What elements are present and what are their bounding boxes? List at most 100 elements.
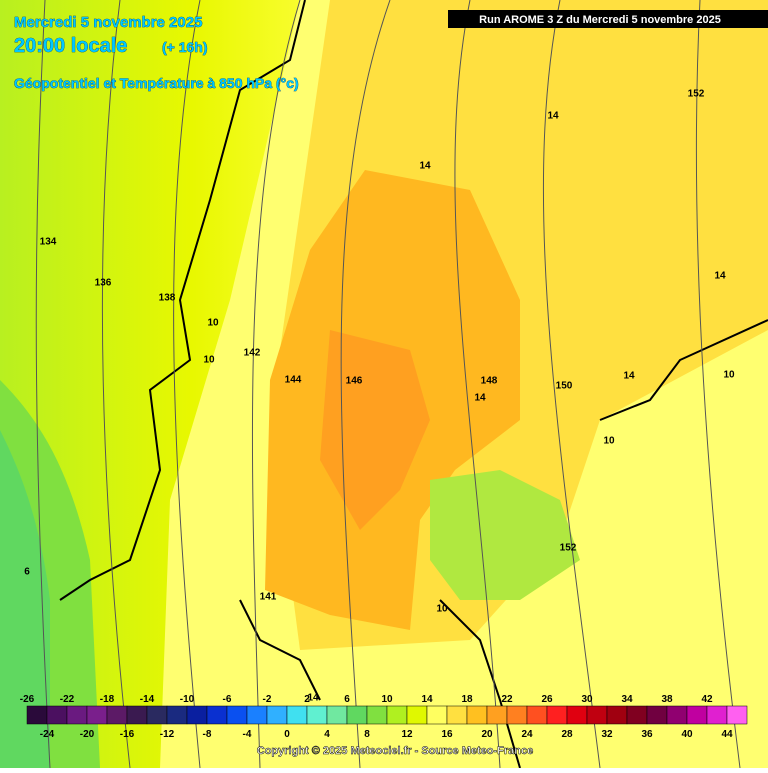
colorbar-bottom-label: 0: [284, 729, 290, 740]
contour-label: 146: [346, 376, 363, 387]
contour-label: 10: [603, 436, 615, 447]
colorbar-top-label: 38: [661, 694, 673, 705]
contour-label: 14: [623, 371, 635, 382]
colorbar-bottom-label: -8: [203, 729, 212, 740]
colorbar-top-label: -14: [140, 694, 155, 705]
colorbar-top-label: 6: [344, 694, 350, 705]
colorbar-cell: [386, 705, 408, 725]
contour-label: 10: [436, 604, 448, 615]
colorbar-cell: [266, 705, 288, 725]
colorbar-cell: [46, 705, 68, 725]
colorbar-cell: [726, 705, 748, 725]
colorbar-bottom-label: -12: [160, 729, 175, 740]
alps-cold: [430, 470, 580, 600]
colorbar-bottom-label: -16: [120, 729, 135, 740]
contour-label: 6: [24, 567, 30, 578]
colorbar-bottom-label: -20: [80, 729, 95, 740]
colorbar-cell: [106, 705, 128, 725]
colorbar-cell: [186, 705, 208, 725]
run-label: Run AROME 3 Z du Mercredi 5 novembre 202…: [479, 14, 721, 26]
contour-label: 152: [688, 89, 705, 100]
warm-core-max: [320, 330, 430, 530]
colorbar-cell: [606, 705, 628, 725]
colorbar-bottom-label: 8: [364, 729, 370, 740]
contour-label: 150: [556, 381, 573, 392]
contour-label: 142: [244, 348, 261, 359]
colorbar-top-label: -18: [100, 694, 115, 705]
colorbar-cell: [566, 705, 588, 725]
cold-core: [0, 430, 50, 768]
coastlines: [59, 0, 768, 769]
colorbar-cell: [666, 705, 688, 725]
colorbar-cell: [326, 705, 348, 725]
colorbar-bottom-label: 32: [601, 729, 613, 740]
colorbar-cell: [226, 705, 248, 725]
run-box: [448, 10, 768, 28]
colorbar-cell: [146, 705, 168, 725]
colorbar-bottom-label: 40: [681, 729, 693, 740]
lead: (+ 16h): [162, 39, 208, 55]
colorbar-cell: [406, 705, 428, 725]
contour-label: 10: [207, 318, 219, 329]
contour-label: 10: [203, 355, 215, 366]
colorbar-top-label: 30: [581, 694, 593, 705]
time: 20:00 locale: [14, 35, 127, 57]
contour-label: 148: [481, 376, 498, 387]
subtitle: Géopotentiel et Température à 850 hPa (°…: [14, 75, 299, 91]
colorbar-cell: [26, 705, 48, 725]
colorbar-cell: [706, 705, 728, 725]
colorbar-cell: [626, 705, 648, 725]
colorbar-top-label: 18: [461, 694, 473, 705]
colorbar-cell: [466, 705, 488, 725]
date: Mercredi 5 novembre 2025: [14, 14, 202, 31]
colorbar-cell: [546, 705, 568, 725]
colorbar-cell: [506, 705, 528, 725]
contour-label: 138: [159, 293, 176, 304]
colorbar-cell: [286, 705, 308, 725]
colorbar-bottom-label: -24: [40, 729, 55, 740]
colorbar-cell: [526, 705, 548, 725]
contours: [35, 0, 741, 769]
colorbar-top-label: 2: [304, 694, 310, 705]
colorbar-bottom-label: 36: [641, 729, 653, 740]
colorbar-cell: [686, 705, 708, 725]
colorbar-cell: [366, 705, 388, 725]
colorbar-bottom-label: 28: [561, 729, 573, 740]
colorbar-bottom-label: 4: [324, 729, 330, 740]
colorbar-top-label: -2: [263, 694, 272, 705]
colorbar-bottom-label: 44: [721, 729, 733, 740]
colorbar-cell: [346, 705, 368, 725]
colorbar-bottom-label: 12: [401, 729, 413, 740]
contour-label: 14: [307, 693, 319, 704]
contour-label: 141: [260, 592, 277, 603]
colorbar-bottom-label: 24: [521, 729, 533, 740]
colorbar-cell: [646, 705, 668, 725]
colorbar-top-label: 34: [621, 694, 633, 705]
colorbar-top-label: 14: [421, 694, 433, 705]
colorbar-bottom-label: 20: [481, 729, 493, 740]
colorbar-cell: [86, 705, 108, 725]
colorbar-top-label: -22: [60, 694, 75, 705]
colorbar-bottom-label: -4: [243, 729, 252, 740]
contour-label: 14: [547, 111, 559, 122]
colorbar-cell: [586, 705, 608, 725]
colorbar-top-label: 26: [541, 694, 553, 705]
contour-label: 152: [560, 543, 577, 554]
colorbar-cell: [66, 705, 88, 725]
colorbar-top-label: 42: [701, 694, 713, 705]
colorbar-top-label: -6: [223, 694, 232, 705]
contour-label: 144: [285, 375, 302, 386]
colorbar-cell: [486, 705, 508, 725]
colorbar-cell: [206, 705, 228, 725]
colorbar-top-label: 10: [381, 694, 393, 705]
contour-label: 10: [723, 370, 735, 381]
contour-label: 134: [40, 237, 57, 248]
colorbar-top-label: -10: [180, 694, 195, 705]
contour-label: 14: [419, 161, 431, 172]
colorbar-top-label: -26: [20, 694, 35, 705]
colorbar-cell: [166, 705, 188, 725]
contour-label: 136: [95, 278, 112, 289]
contour-label: 14: [714, 271, 726, 282]
colorbar-cell: [306, 705, 328, 725]
